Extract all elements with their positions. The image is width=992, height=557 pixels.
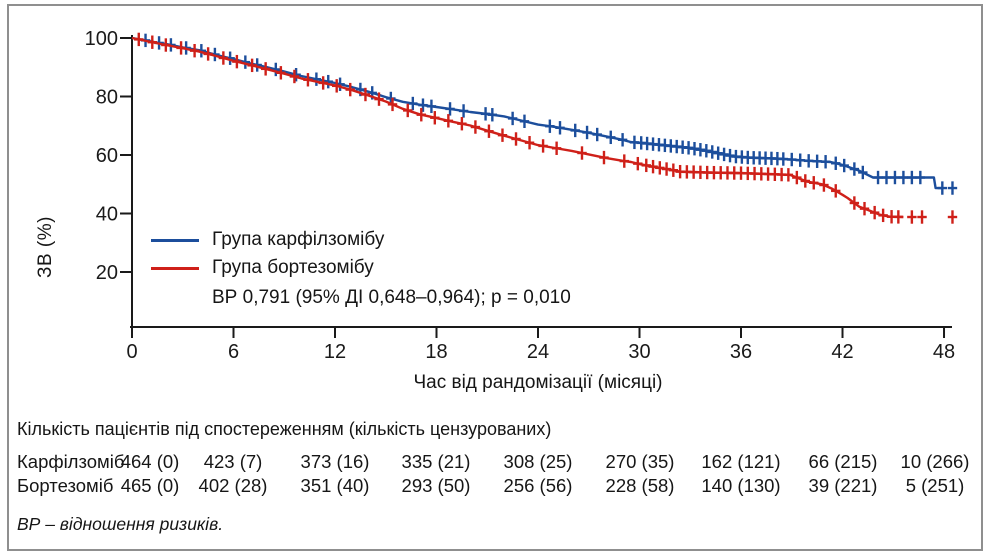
x-tick-label: 36: [730, 341, 752, 363]
y-tick-label: 60: [96, 145, 118, 167]
risk-row-label: Бортезоміб: [17, 475, 114, 496]
legend-item-bortezomib: Група бортезомібу: [151, 254, 384, 282]
risk-count: 10 (266): [900, 451, 970, 472]
hazard-ratio-annotation: ВР 0,791 (95% ДІ 0,648–0,964); p = 0,010: [212, 287, 571, 308]
risk-count: 228 (58): [605, 475, 675, 496]
risk-table-row: Карфілзоміб 464 (0) 423 (7) 373 (16) 335 (21…: [0, 451, 992, 475]
risk-count: 308 (25): [503, 451, 573, 472]
y-tick-label: 20: [96, 262, 118, 284]
y-tick-label: 40: [96, 204, 118, 226]
risk-row-label: Карфілзоміб: [17, 451, 125, 472]
x-axis-title: Час від рандомізації (місяці): [413, 372, 663, 393]
risk-count: 402 (28): [198, 475, 268, 496]
y-tick-label: 100: [85, 28, 118, 50]
x-tick-label: 6: [228, 341, 239, 363]
risk-count: 351 (40): [300, 475, 370, 496]
legend-line-carfilzomib-icon: [151, 238, 199, 242]
legend-item-carfilzomib: Група карфілзомібу: [151, 226, 384, 254]
x-tick-label: 30: [628, 341, 650, 363]
risk-count: 39 (221): [808, 475, 878, 496]
survival-curve-carfilzomib: [131, 36, 943, 190]
risk-count: 465 (0): [120, 475, 180, 496]
risk-table-row: Бортезоміб 465 (0) 402 (28) 351 (40) 293 (50…: [0, 475, 992, 499]
legend: Група карфілзомібу Група бортезомібу: [151, 226, 384, 282]
x-tick-label: 24: [527, 341, 549, 363]
risk-count: 293 (50): [401, 475, 471, 496]
risk-count: 5 (251): [905, 475, 965, 496]
legend-label-carfilzomib: Група карфілзомібу: [212, 229, 385, 250]
legend-label-bortezomib: Група бортезомібу: [212, 257, 374, 278]
risk-count: 270 (35): [605, 451, 675, 472]
legend-line-bortezomib-icon: [151, 266, 199, 270]
x-tick-label: 0: [126, 341, 137, 363]
risk-count: 256 (56): [503, 475, 573, 496]
risk-count: 373 (16): [300, 451, 370, 472]
risk-count: 423 (7): [203, 451, 263, 472]
y-axis-title: ЗВ (%): [35, 216, 56, 278]
x-tick-label: 42: [831, 341, 853, 363]
risk-count: 162 (121): [701, 451, 781, 472]
x-tick-label: 18: [425, 341, 447, 363]
risk-table-title: Кількість пацієнтів під спостереженням (…: [17, 419, 552, 439]
x-tick-label: 48: [933, 341, 955, 363]
risk-count: 140 (130): [701, 475, 781, 496]
y-tick-label: 80: [96, 87, 118, 109]
km-survival-chart: 100 80 60 40 20 0 6 12 18 24 30 36 42 48: [85, 28, 958, 363]
risk-count: 335 (21): [401, 451, 471, 472]
risk-count: 464 (0): [120, 451, 180, 472]
footnote: ВР – відношення ризиків.: [17, 514, 224, 534]
x-tick-label: 12: [324, 341, 346, 363]
risk-count: 66 (215): [808, 451, 878, 472]
